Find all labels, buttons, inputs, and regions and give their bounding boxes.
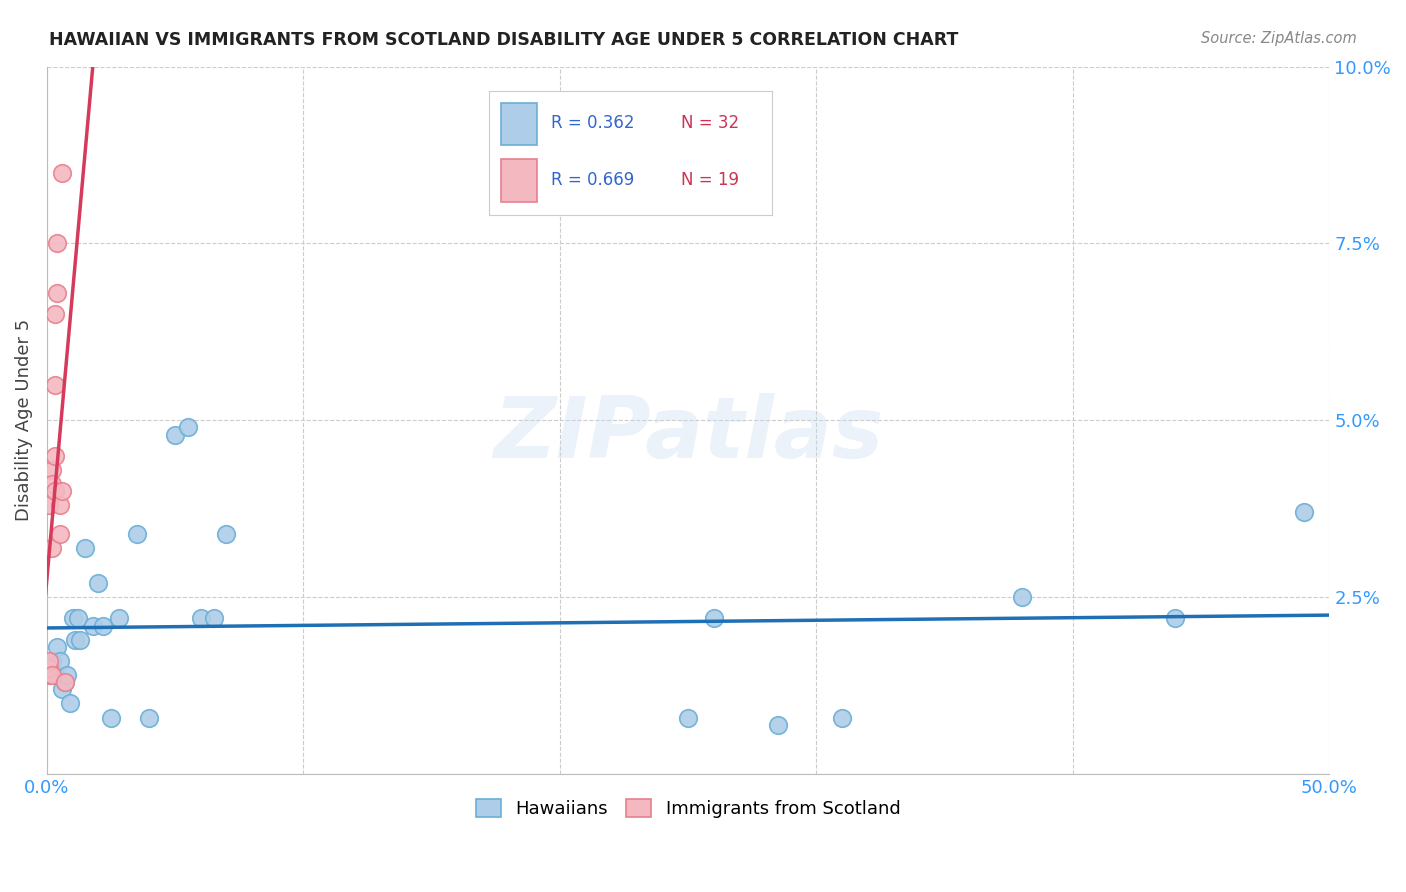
Point <box>51 484 73 499</box>
Point <box>44 378 66 392</box>
Point <box>51 682 73 697</box>
Point <box>831 710 853 724</box>
Point <box>100 710 122 724</box>
Point <box>46 640 69 654</box>
Point <box>44 449 66 463</box>
Point <box>41 463 63 477</box>
Point <box>51 166 73 180</box>
Point <box>44 668 66 682</box>
Point <box>48 654 70 668</box>
Point <box>190 611 212 625</box>
Point <box>66 611 89 625</box>
Point <box>38 654 60 668</box>
Point <box>107 611 129 625</box>
Point <box>75 541 97 555</box>
Y-axis label: Disability Age Under 5: Disability Age Under 5 <box>15 319 32 522</box>
Point <box>138 710 160 724</box>
Legend: Hawaiians, Immigrants from Scotland: Hawaiians, Immigrants from Scotland <box>468 792 908 825</box>
Point <box>69 632 91 647</box>
Point <box>59 697 82 711</box>
Point <box>38 498 60 512</box>
Point <box>38 668 60 682</box>
Point <box>53 675 76 690</box>
Point <box>41 654 63 668</box>
Point <box>62 611 84 625</box>
Point <box>1164 611 1187 625</box>
Point <box>41 668 63 682</box>
Point <box>1292 505 1315 519</box>
Point <box>215 526 238 541</box>
Point <box>48 526 70 541</box>
Point <box>46 236 69 251</box>
Text: HAWAIIAN VS IMMIGRANTS FROM SCOTLAND DISABILITY AGE UNDER 5 CORRELATION CHART: HAWAIIAN VS IMMIGRANTS FROM SCOTLAND DIS… <box>49 31 959 49</box>
Text: ZIPatlas: ZIPatlas <box>494 393 883 476</box>
Point <box>48 498 70 512</box>
Point <box>91 618 114 632</box>
Point <box>41 541 63 555</box>
Point <box>87 576 110 591</box>
Point <box>38 661 60 675</box>
Point <box>44 484 66 499</box>
Point <box>177 420 200 434</box>
Point <box>1011 591 1033 605</box>
Point <box>63 632 86 647</box>
Point <box>44 307 66 321</box>
Point <box>53 675 76 690</box>
Point <box>766 717 789 731</box>
Point <box>41 477 63 491</box>
Point <box>165 427 187 442</box>
Point <box>125 526 148 541</box>
Point <box>46 285 69 300</box>
Point <box>56 668 79 682</box>
Point <box>82 618 104 632</box>
Point <box>676 710 699 724</box>
Point <box>703 611 725 625</box>
Text: Source: ZipAtlas.com: Source: ZipAtlas.com <box>1201 31 1357 46</box>
Point <box>202 611 225 625</box>
